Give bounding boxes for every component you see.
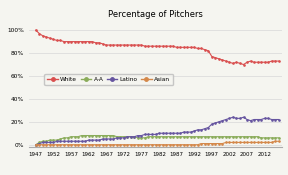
Title: Percentage of Pitchers: Percentage of Pitchers <box>108 10 203 19</box>
Legend: White, A-A, Latino, Asian: White, A-A, Latino, Asian <box>44 74 173 85</box>
